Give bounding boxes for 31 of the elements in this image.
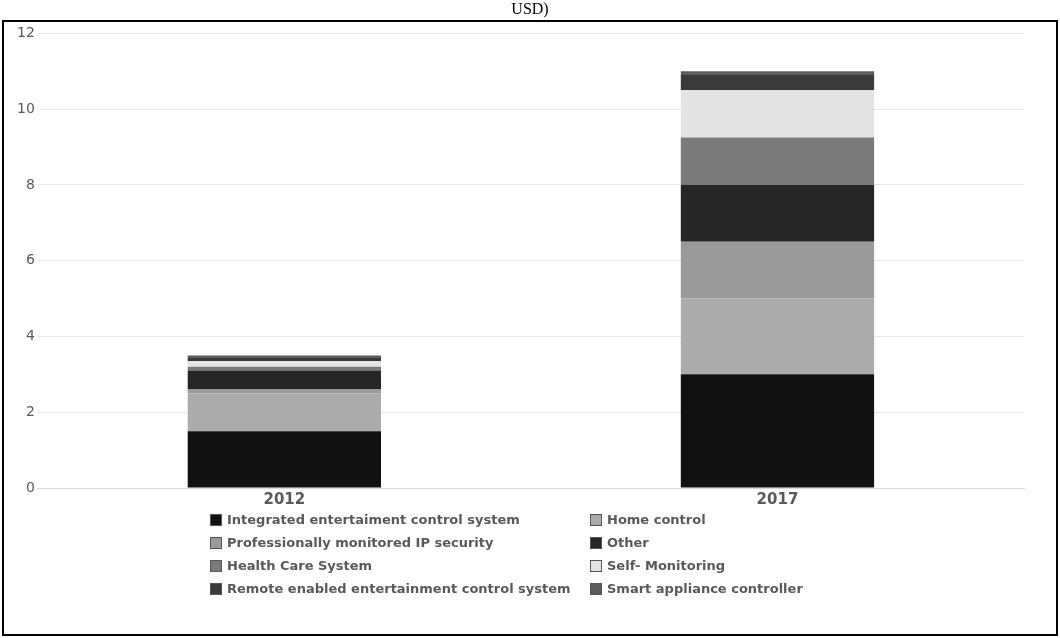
x-tick-label: 2017 [756, 489, 799, 508]
bar [680, 75, 875, 91]
legend-label: Remote enabled entertainment control system [227, 581, 571, 596]
legend-label: Professionally monitored IP security [227, 535, 494, 550]
bar [680, 184, 875, 242]
legend-label: Self- Monitoring [607, 558, 726, 573]
bar [187, 366, 382, 371]
legend-label: Smart appliance controller [607, 581, 803, 596]
bar [187, 370, 382, 390]
legend-label: Other [607, 535, 649, 550]
legend-label: Home control [607, 512, 706, 527]
y-tick-label: 10 [16, 99, 35, 116]
bar [187, 357, 382, 362]
y-tick-label: 12 [16, 24, 35, 41]
bar [187, 361, 382, 367]
legend-label: Health Care System [227, 558, 373, 573]
y-tick-label: 4 [25, 327, 35, 344]
bar [680, 374, 875, 488]
bar [187, 393, 382, 432]
bar [680, 137, 875, 185]
x-tick-label: 2012 [263, 489, 306, 508]
bar [680, 298, 875, 375]
chart-title: USD) [510, 0, 550, 18]
y-tick-label: 2 [25, 402, 35, 419]
y-tick-label: 6 [25, 251, 35, 268]
bar [187, 431, 382, 488]
bar [680, 241, 875, 299]
y-tick-label: 0 [25, 478, 35, 495]
bar [680, 71, 875, 76]
legend-label: Integrated entertaiment control system [227, 512, 520, 527]
y-tick-label: 8 [25, 175, 35, 192]
